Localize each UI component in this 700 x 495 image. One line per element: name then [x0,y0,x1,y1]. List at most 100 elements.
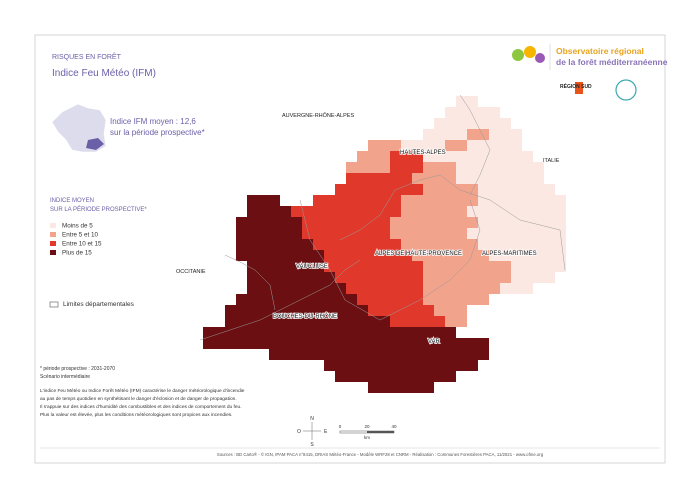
map-cell [489,118,500,129]
map-cell [456,305,467,316]
map-cell [500,228,511,239]
map-cell [357,316,368,327]
map-cell [335,338,346,349]
map-cell [533,173,544,184]
map-cell [390,184,401,195]
map-cell [247,272,258,283]
map-cell [445,349,456,360]
map-cell [258,305,269,316]
map-cell [236,239,247,250]
map-cell [467,272,478,283]
map-cell [247,305,258,316]
map-cell [379,382,390,393]
map-cell [467,162,478,173]
map-cell [236,228,247,239]
map-cell [368,316,379,327]
map-cell [346,217,357,228]
map-cell [522,151,533,162]
description-line: Plus la valeur est élevée, plus les cond… [40,412,233,418]
map-cell [346,294,357,305]
map-cell [500,162,511,173]
scale-label: 40 [391,424,397,429]
map-cell [456,140,467,151]
map-cell [511,129,522,140]
map-cell [434,228,445,239]
map-cell [346,327,357,338]
limits-label: Limites départementales [63,301,135,308]
legend-swatch [50,241,56,246]
map-cell [434,217,445,228]
map-cell [544,228,555,239]
map-cell [269,349,280,360]
map-cell [478,118,489,129]
map-cell [324,349,335,360]
map-cell [423,250,434,261]
map-cell [258,206,269,217]
map-cell [489,129,500,140]
map-cell [445,228,456,239]
map-cell [236,316,247,327]
map-cell [368,195,379,206]
map-cell [478,140,489,151]
map-cell [280,272,291,283]
map-cell [467,239,478,250]
map-cell [357,349,368,360]
map-cell [258,239,269,250]
map-cell [390,261,401,272]
map-cell [478,107,489,118]
map-cell [456,107,467,118]
map-cell [291,228,302,239]
map-cell [302,316,313,327]
map-cell [258,250,269,261]
map-cell [269,195,280,206]
note: Scénario intermédiaire [40,374,90,380]
map-cell [280,327,291,338]
map-cell [555,195,566,206]
map-cell [478,195,489,206]
map-cell [456,184,467,195]
map-cell [368,283,379,294]
map-cell [302,206,313,217]
map-cell [368,228,379,239]
map-cell [467,283,478,294]
map-cell [258,327,269,338]
map-cell [379,206,390,217]
map-cell [335,283,346,294]
map-cell [434,338,445,349]
map-cell [423,184,434,195]
source: Sources : BD Carto® - © IGN, IPAM PACA n… [217,452,544,457]
map-cell [445,129,456,140]
map-cell [390,151,401,162]
map-cell [313,217,324,228]
map-cell [423,316,434,327]
map-cell [489,228,500,239]
map-cell [522,195,533,206]
map-cell [357,294,368,305]
map-cell [412,349,423,360]
map-cell [511,228,522,239]
map-cell [379,349,390,360]
map-cell [280,283,291,294]
map-cell [324,195,335,206]
map-cell [533,239,544,250]
map-cell [467,118,478,129]
map-cell [544,184,555,195]
map-cell [280,316,291,327]
map-cell [522,217,533,228]
legend-swatch [50,223,56,228]
map-cell [390,195,401,206]
map-cell [500,239,511,250]
map-cell [346,305,357,316]
map-cell [467,338,478,349]
map-cell [335,305,346,316]
map-cell [555,261,566,272]
map-cell [401,305,412,316]
map-cell [346,371,357,382]
map-cell [489,107,500,118]
map-cell [423,349,434,360]
dept-label: ALPES-MARITIMES [482,251,537,257]
map-cell [456,228,467,239]
map-cell [412,239,423,250]
map-cell [445,206,456,217]
map-cell [335,316,346,327]
